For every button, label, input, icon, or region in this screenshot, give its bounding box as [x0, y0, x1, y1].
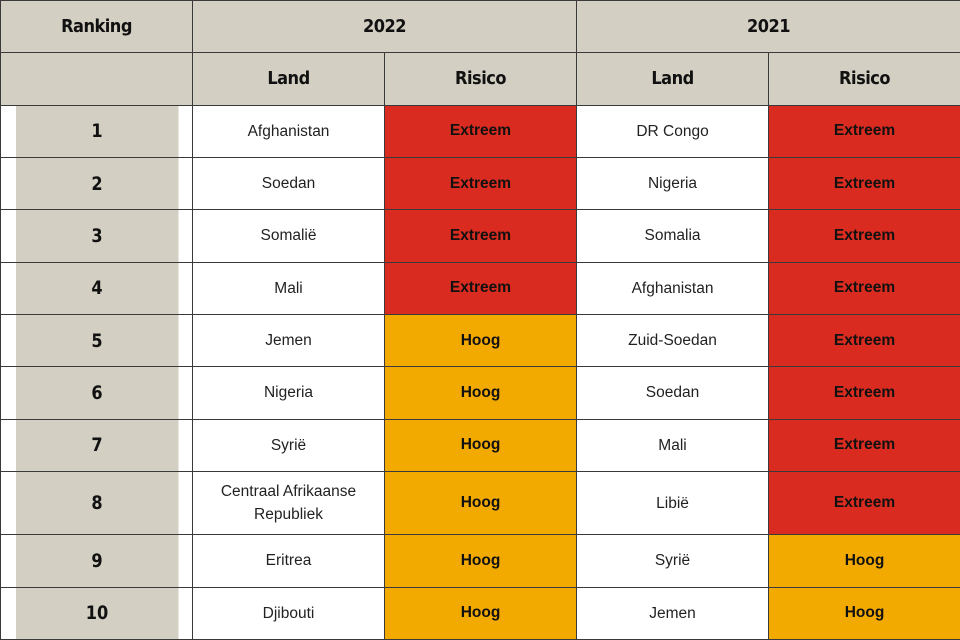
- country-2021-cell: Jemen: [576, 586, 770, 640]
- country-2021-cell: Somalia: [576, 209, 770, 263]
- risk-2021-cell: Extreem: [768, 418, 960, 472]
- country-2021-cell: Syrië: [576, 534, 770, 588]
- header-row-years: Ranking 2022 2021: [0, 0, 960, 54]
- country-2022-cell: Nigeria: [192, 366, 385, 420]
- rank-cell: 6: [14, 366, 179, 420]
- rank-cell: 4: [14, 261, 179, 315]
- risk-2022-cell: Hoog: [383, 366, 578, 420]
- rank-cell: 5: [14, 313, 179, 368]
- risk-2021-cell: Hoog: [768, 534, 960, 588]
- header-ranking: Ranking: [0, 0, 193, 54]
- country-2021-cell: Afghanistan: [576, 261, 770, 315]
- header-year-2022: 2022: [191, 0, 578, 54]
- risk-2021-cell: Hoog: [768, 586, 960, 640]
- risk-2021-cell: Extreem: [768, 313, 960, 368]
- table-row: 8 Centraal Afrikaanse Republiek Hoog Libië E…: [1, 470, 960, 536]
- country-2021-cell: Libië: [576, 470, 770, 536]
- table-row: 4 Mali Extreem Afghanistan Extreem: [1, 261, 960, 315]
- country-2021-cell: Nigeria: [576, 156, 770, 211]
- risk-2022-cell: Hoog: [383, 586, 578, 640]
- risk-2021-cell: Extreem: [768, 261, 960, 315]
- country-2022-cell: Centraal Afrikaanse Republiek: [192, 470, 385, 536]
- table-row: 5 Jemen Hoog Zuid-Soedan Extreem: [1, 313, 960, 368]
- country-2022-cell: Eritrea: [192, 534, 385, 588]
- rank-cell: 7: [14, 418, 179, 472]
- risk-2022-cell: Extreem: [383, 104, 578, 158]
- rank-cell: 1: [14, 104, 179, 158]
- table-row: 3 Somalië Extreem Somalia Extreem: [1, 209, 960, 263]
- country-2022-cell: Syrië: [192, 418, 385, 472]
- risk-2022-cell: Hoog: [383, 418, 578, 472]
- table-row: 10 Djibouti Hoog Jemen Hoog: [1, 586, 960, 640]
- country-2022-cell: Djibouti: [192, 586, 385, 640]
- risk-2022-cell: Extreem: [383, 261, 578, 315]
- header-risico-2022: Risico: [383, 52, 578, 106]
- country-2022-cell: Somalië: [192, 209, 385, 263]
- risk-2022-cell: Hoog: [383, 534, 578, 588]
- risk-2021-cell: Extreem: [768, 209, 960, 263]
- risk-2022-cell: Hoog: [383, 313, 578, 368]
- risk-2021-cell: Extreem: [768, 104, 960, 158]
- table-row: 1 Afghanistan Extreem DR Congo Extreem: [1, 104, 960, 158]
- table-row: 6 Nigeria Hoog Soedan Extreem: [1, 366, 960, 420]
- country-2021-cell: Mali: [576, 418, 770, 472]
- rank-cell: 8: [14, 470, 179, 536]
- table-row: 7 Syrië Hoog Mali Extreem: [1, 418, 960, 472]
- country-2022-cell: Mali: [192, 261, 385, 315]
- country-2021-cell: DR Congo: [576, 104, 770, 158]
- risk-2021-cell: Extreem: [768, 156, 960, 211]
- header-land-2021: Land: [576, 52, 770, 106]
- rank-cell: 9: [14, 534, 179, 588]
- header-risico-2021: Risico: [768, 52, 960, 106]
- rank-cell: 10: [14, 586, 179, 640]
- rank-cell: 3: [14, 209, 179, 263]
- country-2022-cell: Soedan: [192, 156, 385, 211]
- rank-cell: 2: [14, 156, 179, 211]
- header-empty: [0, 52, 193, 106]
- risk-2021-cell: Extreem: [768, 366, 960, 420]
- risk-2021-cell: Extreem: [768, 470, 960, 536]
- country-2021-cell: Soedan: [576, 366, 770, 420]
- country-2022-cell: Jemen: [192, 313, 385, 368]
- risk-2022-cell: Extreem: [383, 156, 578, 211]
- risk-2022-cell: Extreem: [383, 209, 578, 263]
- header-year-2021: 2021: [576, 0, 960, 54]
- header-land-2022: Land: [192, 52, 385, 106]
- risk-2022-cell: Hoog: [383, 470, 578, 536]
- table-row: 9 Eritrea Hoog Syrië Hoog: [1, 534, 960, 588]
- country-2021-cell: Zuid-Soedan: [576, 313, 770, 368]
- header-row-columns: Land Risico Land Risico: [0, 52, 960, 106]
- country-2022-cell: Afghanistan: [192, 104, 385, 158]
- table-row: 2 Soedan Extreem Nigeria Extreem: [1, 156, 960, 211]
